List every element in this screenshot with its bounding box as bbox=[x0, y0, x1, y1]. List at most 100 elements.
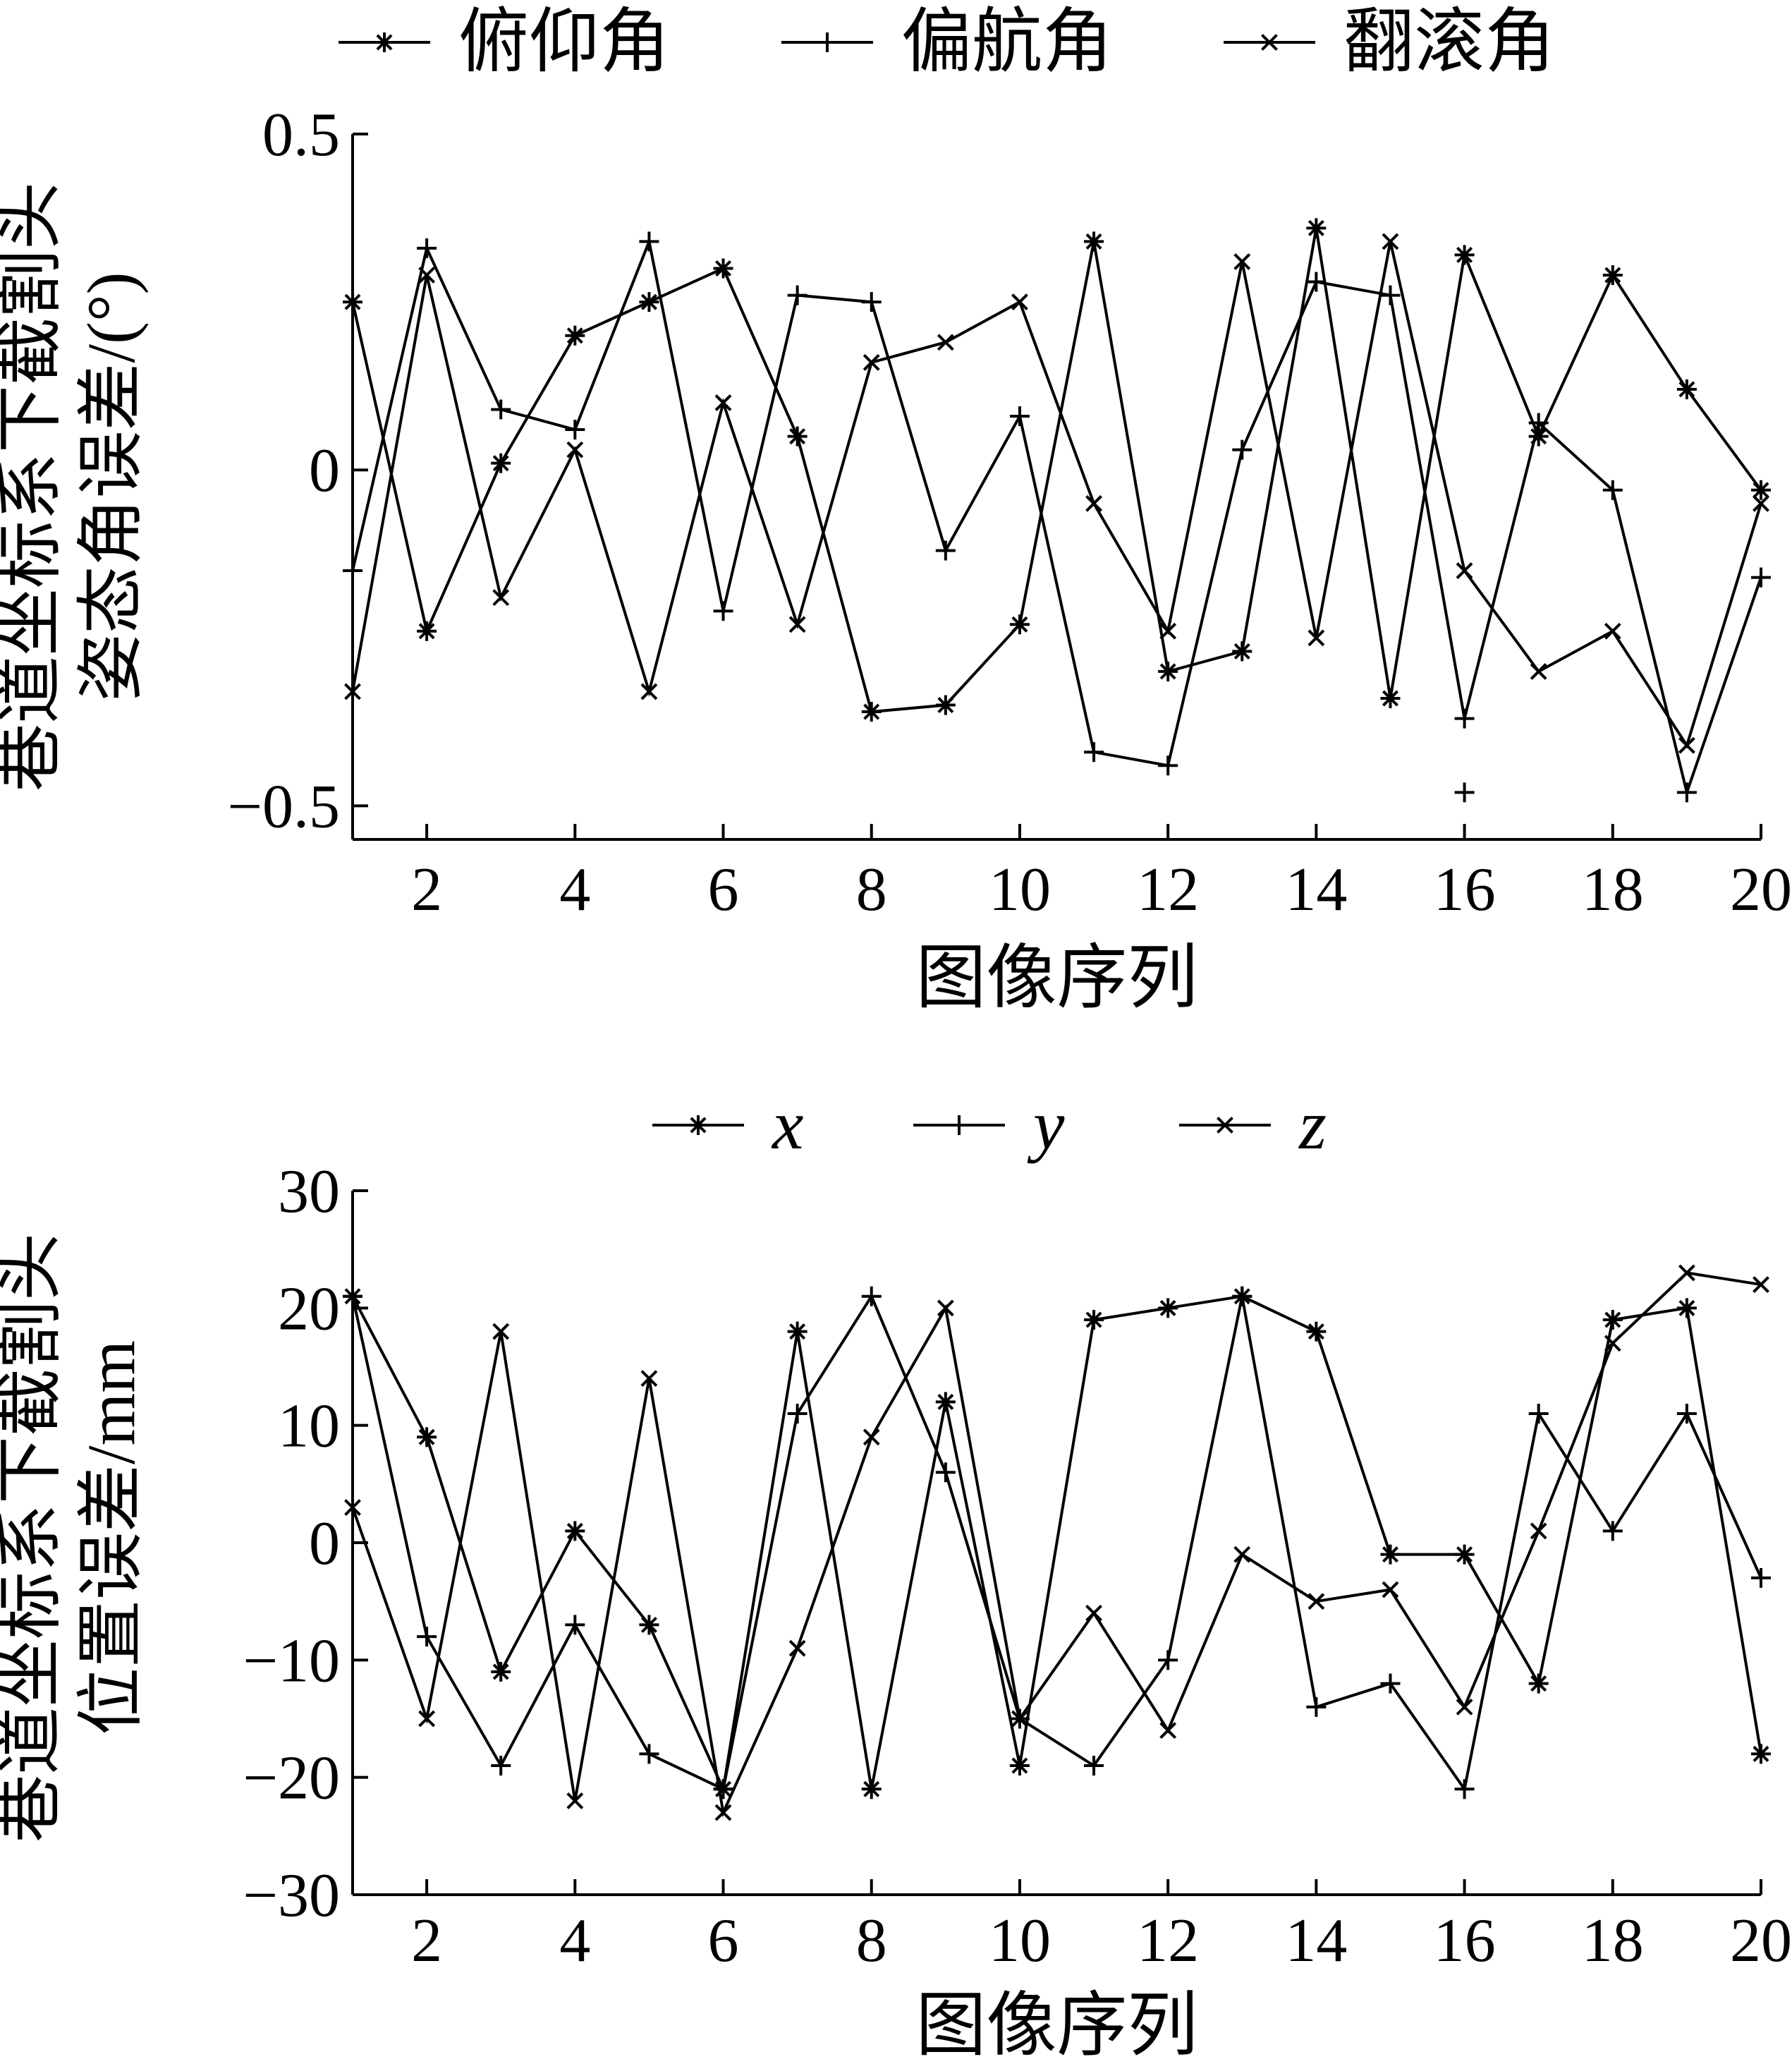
x-tick-label: 6 bbox=[708, 1907, 739, 1975]
data-point-x-12 bbox=[1158, 1298, 1178, 1318]
series-翻滚角 bbox=[344, 233, 1769, 754]
data-point-z-18 bbox=[1604, 1335, 1621, 1352]
data-point-翻滚角-5 bbox=[640, 683, 658, 700]
data-point-z-17 bbox=[1530, 1522, 1547, 1540]
data-point-翻滚角-17 bbox=[1530, 662, 1547, 680]
data-point-z-2 bbox=[418, 1710, 436, 1728]
y-axis-label-line-1: 巷道坐标系下截割头 bbox=[0, 1233, 68, 1843]
data-point-偏航角-19 bbox=[1676, 782, 1697, 803]
x-tick-label: 14 bbox=[1285, 856, 1347, 924]
y-tick-label: −10 bbox=[243, 1627, 340, 1695]
data-point-x-20 bbox=[1751, 1744, 1771, 1764]
chart-2: −30 −20 −10 0 10 20 30 2 4 6 8 10 12 14 16 18 20 图像序列 巷道坐标… bbox=[0, 1086, 1792, 2064]
x-tick-label: 20 bbox=[1730, 1907, 1792, 1975]
legend-label: x bbox=[771, 1086, 803, 1164]
legend-marker bbox=[374, 32, 394, 52]
data-point-x-16 bbox=[1454, 1544, 1475, 1565]
data-point-俯仰角-12 bbox=[1158, 661, 1178, 681]
data-point-偏航角-8 bbox=[861, 292, 882, 312]
data-point-俯仰角-3 bbox=[491, 453, 511, 473]
legend-label: 偏航角 bbox=[901, 3, 1113, 81]
y-tick-label: 20 bbox=[278, 1275, 340, 1343]
data-point-x-14 bbox=[1306, 1321, 1327, 1342]
data-point-翻滚角-4 bbox=[566, 441, 584, 459]
x-tick-label: 4 bbox=[559, 856, 590, 924]
data-point-俯仰角-11 bbox=[1084, 231, 1104, 252]
x-tick-label: 14 bbox=[1285, 1907, 1347, 1975]
data-point-y-9 bbox=[935, 1462, 956, 1483]
data-point-俯仰角-4 bbox=[565, 325, 585, 346]
y-axis-label-line-1: 巷道坐标系下截割头 bbox=[0, 182, 68, 791]
data-point-翻滚角-18 bbox=[1604, 622, 1621, 640]
legend-marker bbox=[1261, 34, 1278, 51]
data-point-偏航角-4 bbox=[565, 420, 585, 440]
data-point-y-17 bbox=[1528, 1404, 1549, 1424]
data-point-翻滚角-20 bbox=[1753, 494, 1769, 512]
data-point-俯仰角-7 bbox=[787, 426, 807, 447]
y-tick-label: −20 bbox=[243, 1744, 340, 1813]
y-tick-label: −30 bbox=[243, 1862, 340, 1930]
data-point-y-7 bbox=[787, 1404, 807, 1424]
legend-label: y bbox=[1027, 1086, 1065, 1164]
data-point-翻滚角-10 bbox=[1011, 293, 1028, 311]
x-tick-label: 10 bbox=[989, 1907, 1051, 1975]
data-point-z-9 bbox=[937, 1299, 954, 1317]
data-point-x-8 bbox=[861, 1779, 882, 1799]
legend-item-偏航角: 偏航角 bbox=[781, 3, 1113, 81]
data-point-翻滚角-9 bbox=[937, 334, 954, 351]
legend-marker bbox=[688, 1115, 708, 1135]
x-tick-label: 12 bbox=[1137, 856, 1199, 924]
data-point-偏航角-7 bbox=[787, 285, 807, 305]
legend-label: 翻滚角 bbox=[1343, 3, 1555, 81]
series-line-俯仰角 bbox=[351, 227, 1762, 714]
data-point-y-15 bbox=[1380, 1673, 1401, 1694]
data-point-偏航角-20 bbox=[1751, 567, 1771, 588]
data-point-偏航角-1 bbox=[343, 561, 362, 581]
data-point-z-8 bbox=[863, 1428, 880, 1446]
data-point-y-14 bbox=[1306, 1696, 1327, 1717]
x-tick-label: 2 bbox=[411, 1907, 442, 1975]
data-point-翻滚角-14 bbox=[1308, 629, 1325, 647]
data-point-y-19 bbox=[1676, 1404, 1697, 1424]
data-point-x-5 bbox=[639, 1615, 659, 1635]
data-point-俯仰角-15 bbox=[1380, 688, 1401, 708]
chart-1: −0.5 0 0.5 2 4 6 8 10 12 14 16 18 20 图像序列 巷道坐标系下截割头 姿态角… bbox=[0, 3, 1792, 1017]
data-point-x-7 bbox=[787, 1321, 807, 1342]
data-point-翻滚角-2 bbox=[418, 267, 436, 284]
data-point-x-11 bbox=[1084, 1309, 1104, 1330]
x-tick-label: 6 bbox=[708, 856, 739, 924]
y-tick-label: 30 bbox=[278, 1158, 340, 1226]
data-point-翻滚角-1 bbox=[344, 683, 361, 700]
legend-item-x: x bbox=[652, 1086, 803, 1164]
x-tick-label: 10 bbox=[989, 856, 1051, 924]
y-tick-label: 10 bbox=[278, 1392, 340, 1461]
data-point-x-10 bbox=[1009, 1756, 1030, 1776]
y-axis-label-line-2: 位置误差/mm bbox=[73, 1340, 149, 1735]
data-point-翻滚角-3 bbox=[492, 589, 510, 607]
data-point-y-2 bbox=[417, 1627, 437, 1647]
series-line-y bbox=[351, 1293, 1762, 1793]
y-tick-label: 0.5 bbox=[262, 101, 340, 169]
data-point-z-10 bbox=[1011, 1710, 1028, 1728]
data-point-偏航角-2 bbox=[417, 238, 437, 258]
data-point-翻滚角-8 bbox=[863, 353, 880, 371]
data-point-z-7 bbox=[788, 1639, 806, 1657]
data-point-y-4 bbox=[565, 1615, 585, 1635]
data-point-翻滚角-11 bbox=[1085, 494, 1102, 512]
data-point-俯仰角-2 bbox=[417, 621, 437, 641]
data-point-俯仰角-16 bbox=[1454, 245, 1475, 265]
series-z bbox=[344, 1264, 1769, 1821]
data-point-y-12 bbox=[1158, 1650, 1178, 1670]
data-point-z-6 bbox=[714, 1804, 732, 1821]
data-point-z-16 bbox=[1456, 1698, 1473, 1716]
data-point-俯仰角-9 bbox=[935, 695, 956, 715]
x-tick-label: 18 bbox=[1582, 856, 1644, 924]
data-point-outlier bbox=[1454, 782, 1475, 803]
data-point-俯仰角-13 bbox=[1232, 641, 1252, 662]
series-line-偏航角 bbox=[351, 236, 1762, 798]
data-point-y-13 bbox=[1232, 1286, 1252, 1306]
data-point-翻滚角-13 bbox=[1233, 253, 1251, 270]
x-tick-label: 8 bbox=[856, 1907, 887, 1975]
data-point-偏航角-9 bbox=[935, 540, 956, 561]
